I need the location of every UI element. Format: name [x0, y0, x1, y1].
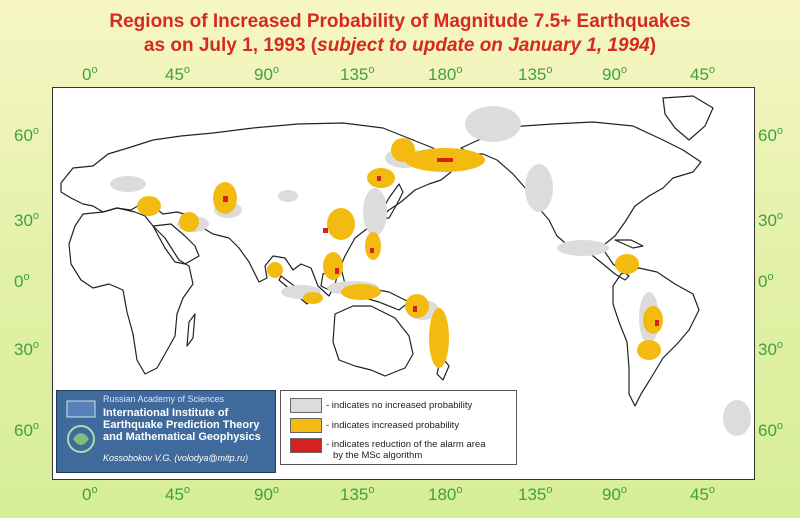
- africa-outline: [68, 207, 194, 375]
- caribbean-outline: [614, 239, 644, 249]
- bottom-longitude-label: 0o: [82, 484, 98, 504]
- zone-yellow-banda: [341, 284, 381, 300]
- bottom-longitude-label: 90o: [254, 484, 280, 504]
- zone-yellow-peru: [643, 306, 663, 334]
- title-line2-suffix: ): [649, 35, 657, 56]
- legend-swatch-yellow: [290, 418, 322, 433]
- arabia-outline: [152, 223, 200, 265]
- right-latitude-label: 60o: [758, 125, 784, 145]
- zone-yellow-sumatra: [267, 262, 283, 278]
- zone-red-japan: [323, 228, 328, 233]
- legend-text-red: - indicates reduction of the alarm area …: [326, 439, 485, 461]
- top-longitude-label: 135o: [340, 64, 375, 84]
- zone-grey-mexico: [557, 240, 609, 256]
- reduction-zones: [223, 158, 659, 326]
- zone-grey-japan: [363, 188, 387, 236]
- zone-grey-alaska: [465, 106, 521, 142]
- zone-yellow-iran: [179, 212, 199, 232]
- right-latitude-label: 30o: [758, 210, 784, 230]
- left-latitude-label: 60o: [14, 420, 40, 440]
- australia-outline: [332, 305, 414, 377]
- zone-yellow-chile: [637, 340, 661, 360]
- zone-red-kuril: [377, 176, 381, 181]
- legend-text-grey: - indicates no increased probability: [326, 400, 473, 411]
- institute-org: Russian Academy of Sciences: [103, 394, 225, 404]
- title-line2-prefix: as on July 1, 1993 (: [143, 35, 318, 56]
- zone-red-marianas: [370, 248, 374, 253]
- map-legend: - indicates no increased probability - i…: [280, 390, 517, 465]
- institute-emblem-icon: [66, 400, 96, 453]
- left-latitude-label: 0o: [14, 271, 30, 291]
- top-longitude-label: 45o: [690, 64, 716, 84]
- madagascar-outline: [186, 313, 196, 347]
- zone-grey-scotia: [723, 400, 751, 436]
- zone-yellow-greece: [137, 196, 161, 216]
- continent-outlines: [60, 95, 714, 407]
- legend-text-yellow: - indicates increased probability: [326, 420, 460, 431]
- top-longitude-label: 45o: [165, 64, 191, 84]
- zone-grey-tibet: [278, 190, 298, 202]
- zone-red-solomon: [413, 306, 417, 312]
- legend-swatch-grey: [290, 398, 322, 413]
- top-longitude-label: 135o: [518, 64, 553, 84]
- zone-red-philippines: [335, 268, 339, 274]
- left-latitude-label: 30o: [14, 210, 40, 230]
- bottom-longitude-label: 180o: [428, 484, 463, 504]
- right-latitude-label: 30o: [758, 339, 784, 359]
- increased-zones: [137, 138, 663, 368]
- zone-red-chile: [655, 320, 659, 326]
- legend-text-red-line1: - indicates reduction of the alarm area: [326, 439, 486, 450]
- left-latitude-label: 60o: [14, 125, 40, 145]
- top-longitude-label: 0o: [82, 64, 98, 84]
- left-latitude-label: 30o: [14, 339, 40, 359]
- institute-name-line1: International Institute of: [103, 407, 229, 419]
- bottom-longitude-label: 45o: [165, 484, 191, 504]
- zone-red-caucasus: [223, 196, 228, 202]
- bottom-longitude-label: 45o: [690, 484, 716, 504]
- legend-swatch-red: [290, 438, 322, 453]
- zone-yellow-japan: [327, 208, 355, 240]
- legend-text-red-line2: by the MSc algorithm: [333, 450, 423, 461]
- zone-yellow-tonga: [429, 308, 449, 368]
- southamerica-outline: [612, 267, 700, 407]
- map-title-line1: Regions of Increased Probability of Magn…: [109, 11, 691, 32]
- title-line2-italic: subject to update on January 1, 1994: [317, 35, 650, 56]
- bottom-longitude-label: 135o: [518, 484, 553, 504]
- zone-yellow-java: [303, 292, 323, 304]
- institute-logo-box: Russian Academy of Sciences Internationa…: [56, 390, 276, 473]
- institute-name-line2: Earthquake Prediction Theory: [103, 419, 260, 431]
- map-title-line2: as on July 1, 1993 (subject to update on…: [0, 35, 800, 57]
- northamerica-outline: [460, 121, 702, 253]
- newzealand-outline: [436, 355, 450, 381]
- institute-name: International Institute of Earthquake Pr…: [103, 407, 261, 443]
- top-longitude-label: 90o: [602, 64, 628, 84]
- top-longitude-label: 90o: [254, 64, 280, 84]
- zone-grey-nw-america: [525, 164, 553, 212]
- zone-yellow-colombia: [615, 254, 639, 274]
- zone-yellow-marianas: [365, 232, 381, 260]
- institute-name-line3: and Mathematical Geophysics: [103, 431, 261, 443]
- centralamerica-outline: [592, 245, 630, 281]
- zone-red-aleutians: [437, 158, 453, 162]
- bottom-longitude-label: 90o: [602, 484, 628, 504]
- zone-yellow-philippines: [323, 252, 343, 280]
- greenland-outline: [662, 95, 714, 141]
- bottom-longitude-label: 135o: [340, 484, 375, 504]
- right-latitude-label: 60o: [758, 420, 784, 440]
- right-latitude-label: 0o: [758, 271, 774, 291]
- top-longitude-label: 180o: [428, 64, 463, 84]
- zone-grey-aegean: [110, 176, 146, 192]
- institute-credit: Kossobokov V.G. (volodya@mitp.ru): [103, 453, 249, 463]
